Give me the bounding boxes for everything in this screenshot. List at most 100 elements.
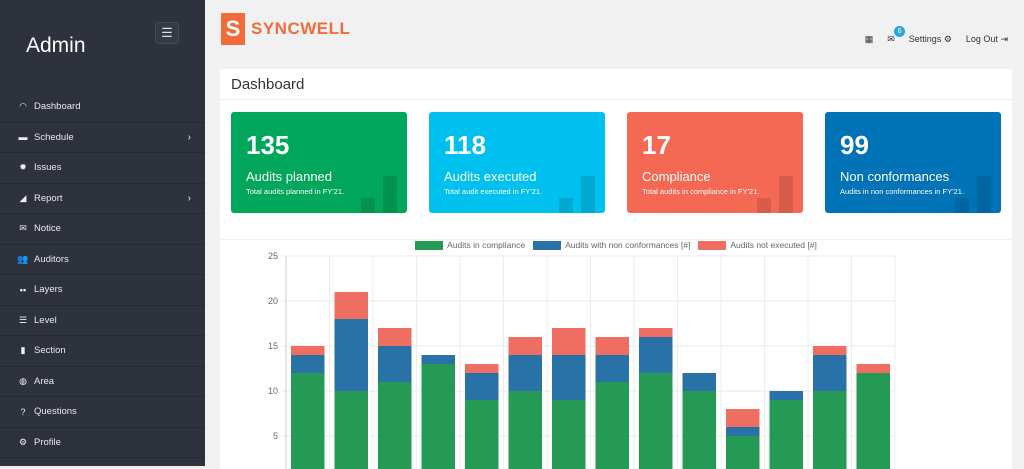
- bar-segment: [769, 391, 803, 400]
- bar-segment: [291, 355, 325, 373]
- sidebar-item-notice[interactable]: ✉ Notice: [0, 214, 205, 245]
- stat-description: Total audits in compliance in FY'21.: [642, 187, 760, 196]
- cog-icon: ⚙: [18, 436, 28, 447]
- stat-card-compliance[interactable]: 17 Compliance Total audits in compliance i…: [627, 112, 803, 213]
- book-icon: ▮: [20, 345, 26, 356]
- stat-value: 99: [840, 130, 869, 160]
- bar-segment: [726, 436, 760, 469]
- bar-segment: [769, 400, 803, 469]
- bar-segment: [552, 400, 586, 469]
- bar-chart-icon: [361, 198, 375, 213]
- stat-label: Non conformances: [840, 169, 950, 184]
- y-tick-label: 20: [268, 296, 278, 306]
- bar-chart-icon: [757, 198, 771, 213]
- cog-icon: ⚙: [943, 34, 952, 44]
- legend-item[interactable]: Audits not executed [#]: [698, 240, 817, 250]
- y-tick-label: 5: [273, 431, 278, 441]
- bar-segment: [682, 391, 716, 469]
- bar-segment: [334, 319, 368, 391]
- calendar-icon[interactable]: ▦: [864, 34, 874, 44]
- sidebar: Admin ☰ ◠ Dashboard ▬ Schedule › ✹ Issues ◢ Repo…: [0, 0, 205, 466]
- y-tick-label: 15: [268, 341, 278, 351]
- sidebar-item-area[interactable]: ◍ Area: [0, 367, 205, 397]
- legend-item[interactable]: Audits in compliance: [415, 240, 525, 250]
- mail-count-badge: 6: [894, 26, 906, 37]
- tachometer-icon: ◠: [19, 101, 27, 112]
- legend-swatch: [533, 240, 562, 250]
- sidebar-item-auditors[interactable]: 👥 Auditors: [0, 245, 205, 275]
- stat-label: Compliance: [642, 169, 711, 184]
- logo-mark: S: [221, 13, 245, 45]
- bar-segment: [813, 355, 847, 391]
- sidebar-item-label: Notice: [34, 223, 61, 235]
- bar-segment: [465, 373, 499, 400]
- sidebar-item-label: Area: [34, 375, 55, 387]
- sidebar-item-dashboard[interactable]: ◠ Dashboard: [0, 92, 205, 123]
- bar-segment: [639, 373, 673, 469]
- bar-segment: [856, 364, 890, 373]
- bar-chart-icon: [955, 198, 969, 213]
- sidebar-item-section[interactable]: ▮ Section: [0, 336, 205, 367]
- sidebar-item-issues[interactable]: ✹ Issues: [0, 153, 205, 184]
- bar-segment: [595, 382, 629, 469]
- sidebar-item-label: Report: [34, 192, 63, 204]
- stat-value: 135: [246, 130, 290, 160]
- logout-label: Log Out: [965, 34, 998, 44]
- bar-segment: [726, 427, 760, 436]
- bar-segment: [291, 346, 325, 355]
- page-title: Dashboard: [220, 69, 1012, 100]
- sidebar-item-questions[interactable]: ? Questions: [0, 397, 205, 428]
- sidebar-item-label: Auditors: [34, 253, 69, 265]
- stat-label: Audits executed: [444, 169, 537, 184]
- sidebar-item-level[interactable]: ☰ Level: [0, 306, 205, 336]
- bar-chart-icon: [977, 176, 991, 213]
- brand-title: Admin: [26, 34, 86, 57]
- sidebar-nav: ◠ Dashboard ▬ Schedule › ✹ Issues ◢ Report › ✉ Noti…: [0, 92, 205, 458]
- settings-link[interactable]: Settings ⚙: [909, 34, 952, 45]
- mail-button[interactable]: ✉ 6: [887, 26, 906, 45]
- bar-segment: [726, 409, 760, 427]
- menu-toggle-button[interactable]: ☰: [155, 22, 179, 44]
- bar-segment: [552, 328, 586, 355]
- question-circle-icon: ?: [20, 406, 26, 417]
- globe-icon: ◍: [19, 375, 27, 386]
- sidebar-item-schedule[interactable]: ▬ Schedule ›: [0, 123, 205, 153]
- stat-card-audits-executed[interactable]: 118 Audits executed Total audit executed i…: [429, 112, 605, 213]
- bar-chart-icon: [383, 176, 397, 213]
- chevron-right-icon: ›: [187, 131, 191, 143]
- stat-card-non-conformances[interactable]: 99 Non conformances Audits in non conforma…: [825, 112, 1001, 213]
- logout-link[interactable]: Log Out ⇥: [966, 34, 1008, 45]
- bar-segment: [595, 355, 629, 382]
- stat-description: Audits in non conformances in FY'21.: [840, 187, 964, 196]
- legend-label: Audits not executed [#]: [730, 240, 817, 250]
- legend-swatch: [415, 240, 444, 250]
- chart-legend: Audits in compliance Audits with non conf…: [220, 239, 1012, 250]
- users-icon: 👥: [17, 253, 29, 264]
- sidebar-item-layers[interactable]: ▪▪ Layers: [0, 275, 205, 306]
- sidebar-item-label: Level: [34, 314, 57, 326]
- bar-segment: [682, 373, 716, 391]
- sidebar-item-report[interactable]: ◢ Report ›: [0, 184, 205, 214]
- database-icon: ☰: [18, 314, 28, 325]
- sidebar-item-label: Section: [34, 345, 66, 357]
- logo[interactable]: S SYNCWELL: [221, 13, 350, 45]
- envelope-icon: ✉: [19, 223, 27, 234]
- bug-icon: ✹: [19, 162, 27, 173]
- bar-segment: [378, 328, 412, 346]
- sidebar-item-profile[interactable]: ⚙ Profile: [0, 428, 205, 458]
- y-tick-label: 10: [268, 386, 278, 396]
- bar-segment: [334, 292, 368, 319]
- stat-card-audits-planned[interactable]: 135 Audits planned Total audits planned in…: [231, 112, 407, 213]
- legend-swatch: [698, 240, 727, 250]
- stacked-bar-chart: 5 10 15 20 25: [268, 251, 896, 469]
- sidebar-item-label: Schedule: [34, 131, 74, 143]
- stat-description: Total audits planned in FY'21.: [246, 187, 345, 196]
- sidebar-item-label: Issues: [34, 162, 62, 174]
- stat-label: Audits planned: [246, 169, 333, 184]
- bar-segment: [291, 373, 325, 469]
- bar-segment: [508, 355, 542, 391]
- legend-item[interactable]: Audits with non conformances [#]: [533, 240, 690, 250]
- bar-chart-icon: [779, 176, 793, 213]
- sidebar-item-label: Layers: [34, 284, 63, 296]
- th-large-icon: ▪▪: [19, 284, 27, 295]
